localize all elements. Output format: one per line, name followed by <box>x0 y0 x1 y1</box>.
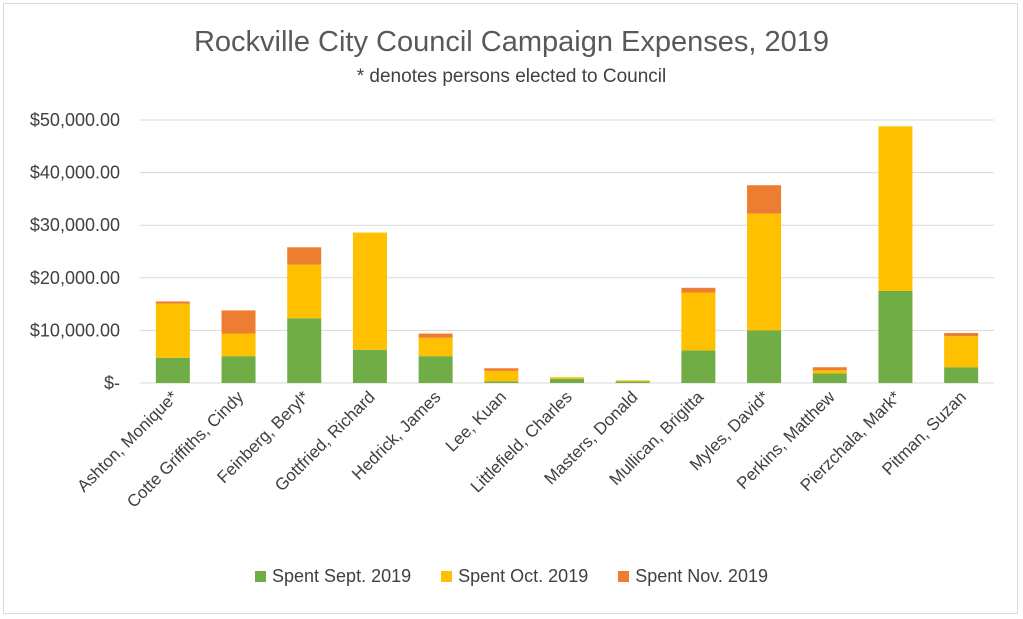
y-tick-label: $10,000.00 <box>30 320 120 340</box>
bar-segment <box>287 247 322 265</box>
bar-segment <box>484 381 519 383</box>
bar-segment <box>747 213 782 331</box>
bar-segment <box>155 303 190 358</box>
bar-segment <box>681 350 716 383</box>
bar-segment <box>418 356 453 383</box>
bars <box>155 126 979 383</box>
legend-swatch <box>618 571 630 582</box>
legend-label: Spent Nov. 2019 <box>635 566 768 586</box>
bar-segment <box>747 185 782 214</box>
x-category-label: Lee, Kuan <box>442 387 510 455</box>
y-tick-label: $30,000.00 <box>30 215 120 235</box>
legend-item: Spent Sept. 2019 <box>255 566 411 587</box>
bar-segment <box>681 292 716 351</box>
bar-segment <box>484 370 519 382</box>
bar-segment <box>221 333 256 357</box>
y-tick-label: $50,000.00 <box>30 110 120 130</box>
bar-segment <box>287 264 322 319</box>
bar-segment <box>944 367 979 383</box>
bar-segment <box>418 337 453 357</box>
bar-segment <box>221 356 256 383</box>
legend-label: Spent Oct. 2019 <box>458 566 589 586</box>
bar-segment <box>944 336 979 368</box>
bar-segment <box>550 378 584 383</box>
legend-item: Spent Oct. 2019 <box>441 566 588 587</box>
y-tick-label: $20,000.00 <box>30 268 120 288</box>
bar-segment <box>747 330 782 383</box>
bar-segment <box>681 287 716 293</box>
bar-segment <box>155 357 190 383</box>
chart-subtitle: * denotes persons elected to Council <box>356 66 667 87</box>
legend-item: Spent Nov. 2019 <box>618 566 768 587</box>
bar-segment <box>615 380 650 382</box>
bar-segment <box>812 373 847 383</box>
x-category-label: Cotte Griffiths, Cindy <box>123 387 247 511</box>
bar-segment <box>550 377 584 379</box>
bar-segment <box>221 310 256 334</box>
legend-swatch <box>255 571 266 582</box>
chart-title: Rockville City Council Campaign Expenses… <box>193 26 830 58</box>
legend-swatch <box>441 571 453 582</box>
bar-segment <box>155 301 190 304</box>
bar-segment <box>352 232 387 350</box>
bar-segment <box>287 318 322 383</box>
y-tick-label: $40,000.00 <box>30 163 120 183</box>
bar-segment <box>944 333 979 337</box>
bar-segment <box>812 370 847 374</box>
x-axis-category-labels: Ashton, Monique*Cotte Griffiths, CindyFe… <box>73 387 970 512</box>
bar-segment <box>418 333 453 338</box>
bar-segment <box>812 367 847 371</box>
legend-label: Spent Sept. 2019 <box>272 566 412 586</box>
bar-segment <box>878 126 913 291</box>
bar-segment <box>878 290 913 383</box>
gridlines: $- $10,000.00 $20,000.00 $30,000.00 $40,000.… <box>30 110 994 393</box>
bar-segment <box>615 381 650 383</box>
y-tick-label: $- <box>104 373 120 393</box>
bar-segment <box>352 349 387 383</box>
bar-segment <box>484 368 519 371</box>
legend: Spent Sept. 2019 Spent Oct. 2019 Spent Nov… <box>0 566 1023 587</box>
